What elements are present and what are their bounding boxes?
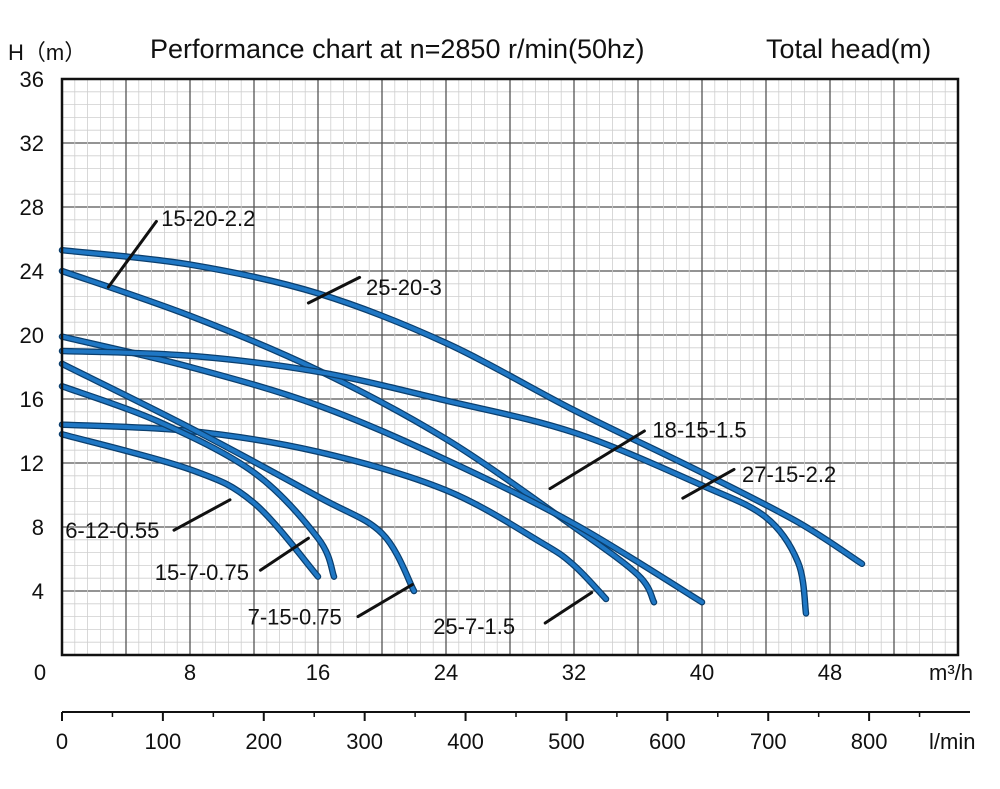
plot-frame bbox=[60, 77, 960, 657]
x-axis-unit-label: m³/h bbox=[929, 660, 973, 685]
y-tick-label: 24 bbox=[20, 259, 44, 284]
y-tick-label: 28 bbox=[20, 195, 44, 220]
curve-label: 27-15-2.2 bbox=[742, 462, 836, 487]
y-tick-label: 8 bbox=[32, 515, 44, 540]
y-tick-label: 32 bbox=[20, 131, 44, 156]
curve-18-15-1_5 bbox=[60, 334, 704, 605]
x-tick-label: 40 bbox=[690, 660, 714, 685]
curve-label: 25-20-3 bbox=[366, 275, 442, 300]
curve-label: 7-15-0.75 bbox=[248, 605, 342, 630]
chart-title: Performance chart at n=2850 r/min(50hz) bbox=[150, 34, 645, 64]
x2-tick-label: 700 bbox=[750, 729, 787, 754]
curve-label: 15-20-2.2 bbox=[161, 206, 255, 231]
x-tick-label: 24 bbox=[434, 660, 458, 685]
y-axis-title: H（m） bbox=[8, 40, 86, 65]
x2-axis-unit-label: l/min bbox=[929, 729, 975, 754]
x-tick-label: 16 bbox=[306, 660, 330, 685]
leader-line bbox=[306, 275, 362, 305]
curve-25-20-3 bbox=[60, 248, 864, 566]
x-tick-label: 32 bbox=[562, 660, 586, 685]
x2-tick-label: 0 bbox=[56, 729, 68, 754]
x2-tick-label: 300 bbox=[346, 729, 383, 754]
curve-label-leaders bbox=[106, 219, 736, 625]
y-tick-label: 36 bbox=[20, 67, 44, 92]
curve-label: 25-7-1.5 bbox=[433, 614, 515, 639]
x2-tick-label: 600 bbox=[649, 729, 686, 754]
leader-line bbox=[106, 219, 158, 289]
total-head-label: Total head(m) bbox=[766, 34, 931, 64]
x-tick-label: 8 bbox=[184, 660, 196, 685]
leader-line bbox=[548, 429, 646, 491]
y-tick-label: 20 bbox=[20, 323, 44, 348]
x2-tick-label: 200 bbox=[245, 729, 282, 754]
secondary-x-axis: 0 100 200 300 400 500 600 700 800 bbox=[56, 711, 970, 754]
curve-6-12-0_55 bbox=[60, 432, 320, 579]
curve-7-15-0_75 bbox=[60, 361, 416, 593]
leader-line bbox=[356, 583, 414, 619]
curve-label: 18-15-1.5 bbox=[652, 417, 746, 442]
x2-tick-label: 400 bbox=[447, 729, 484, 754]
curve-label: 15-7-0.75 bbox=[155, 560, 249, 585]
curve-27-15-2_2 bbox=[60, 349, 808, 616]
x2-tick-label: 500 bbox=[548, 729, 585, 754]
chart-grid bbox=[61, 78, 959, 656]
curve-15-20-2_2 bbox=[60, 269, 656, 605]
pump-curves bbox=[58, 246, 866, 617]
x-tick-label: 48 bbox=[818, 660, 842, 685]
x2-tick-label: 100 bbox=[145, 729, 182, 754]
x-tick-labels: 0 8 16 24 32 40 48 bbox=[34, 660, 842, 685]
leader-line bbox=[543, 591, 594, 625]
curve-7-15-0_75-outline bbox=[58, 360, 418, 595]
y-tick-label: 12 bbox=[20, 451, 44, 476]
y-tick-labels: 4 8 12 16 20 24 28 32 36 bbox=[20, 67, 44, 604]
leader-line bbox=[172, 498, 232, 532]
leader-line bbox=[681, 467, 736, 500]
curve-15-7-0_75 bbox=[60, 384, 336, 579]
y-tick-label: 4 bbox=[32, 579, 44, 604]
x-tick-label: 0 bbox=[34, 660, 46, 685]
x2-tick-label: 800 bbox=[851, 729, 888, 754]
curve-label: 6-12-0.55 bbox=[65, 518, 159, 543]
curve-labels: 15-20-2.2 25-20-3 18-15-1.5 27-15-2.2 6-12-0… bbox=[65, 206, 836, 639]
y-tick-label: 16 bbox=[20, 387, 44, 412]
leader-line bbox=[258, 536, 310, 572]
